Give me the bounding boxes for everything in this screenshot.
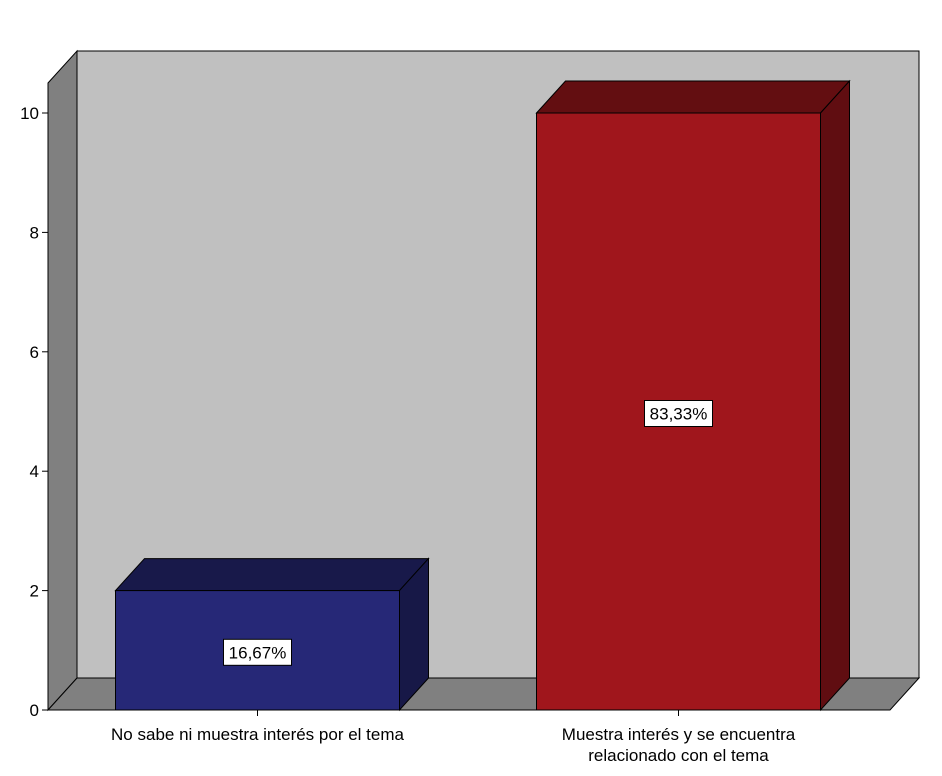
y-tick-label: 2 xyxy=(30,582,39,601)
y-tick-label: 8 xyxy=(30,223,39,242)
y-tick-label: 4 xyxy=(30,462,39,481)
bar-top-face xyxy=(114,558,430,592)
x-tick-label: Muestra interés y se encuentra relacionad… xyxy=(562,725,796,765)
bar-1 xyxy=(114,557,430,712)
y-tick-label: 0 xyxy=(30,701,39,720)
x-tick-label: No sabe ni muestra interés por el tema xyxy=(111,725,404,744)
data-label-box xyxy=(644,400,713,427)
data-label-box xyxy=(223,638,292,666)
bar-2 xyxy=(535,79,851,712)
bar-side-face xyxy=(820,79,850,712)
data-label: 83,33% xyxy=(650,405,708,424)
data-label: 16,67% xyxy=(229,643,287,662)
bar-top-face xyxy=(535,80,851,114)
y-tick-label: 10 xyxy=(20,104,39,123)
y-tick-label: 6 xyxy=(30,343,39,362)
side-wall xyxy=(47,49,78,712)
